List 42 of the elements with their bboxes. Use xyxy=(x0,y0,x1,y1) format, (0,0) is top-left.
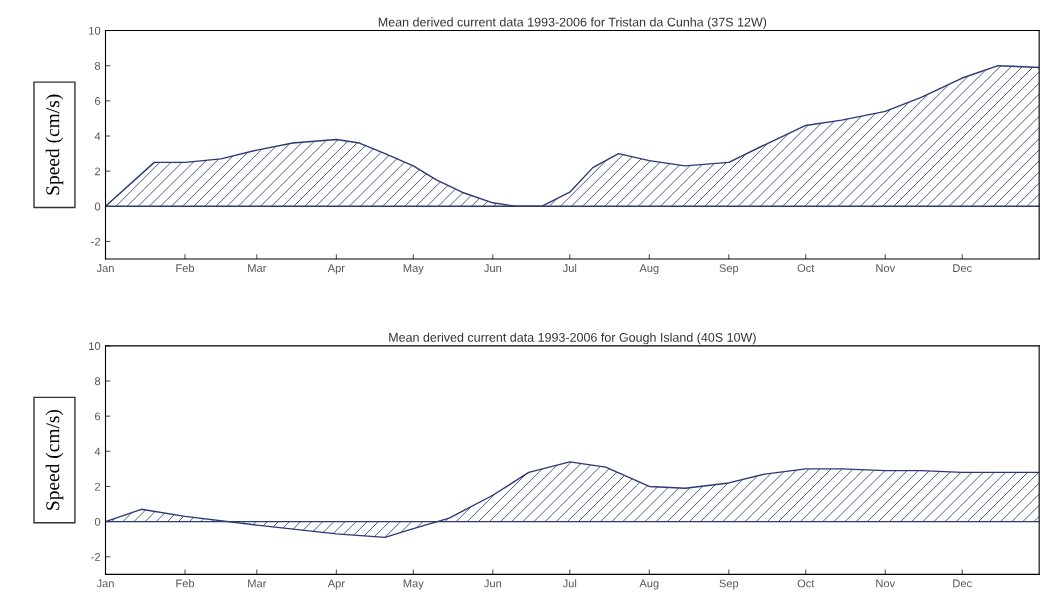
y-tick-label: 4 xyxy=(94,132,101,141)
x-tick-label: Sep xyxy=(719,579,739,590)
x-tick-label: Mar xyxy=(248,264,267,273)
x-tick-label: Nov xyxy=(876,264,896,273)
x-tick-label: Dec xyxy=(953,579,972,588)
y-tick-label: 6 xyxy=(95,412,101,421)
chart-title: Mean derived current data 1993-2006 for Tristan da Cunha (37S 12W) xyxy=(378,17,767,29)
x-tick-label: Jul xyxy=(562,263,577,273)
y-tick-label: 10 xyxy=(89,26,101,35)
x-tick-label: Jan xyxy=(96,579,114,588)
x-tick-label: Feb xyxy=(176,263,195,273)
chart-title: Mean derived current data 1993-2006 for Gough Island (40S 10W) xyxy=(389,332,756,345)
y-axis-title: Speed (cm/s) xyxy=(45,94,64,195)
x-tick-label: Jan xyxy=(96,264,114,273)
y-tick-label: -2 xyxy=(91,553,101,561)
x-tick-label: May xyxy=(403,264,424,275)
y-tick-label: 6 xyxy=(95,97,101,105)
x-tick-label: Sep xyxy=(719,264,739,275)
x-tick-label: Dec xyxy=(953,264,972,273)
x-tick-label: Mar xyxy=(248,579,267,588)
y-axis-title: Speed (cm/s) xyxy=(45,409,64,510)
x-tick-label: Oct xyxy=(797,264,815,273)
y-tick-label: 10 xyxy=(89,342,101,350)
x-tick-label: Feb xyxy=(176,579,195,588)
x-tick-label: Nov xyxy=(876,579,896,588)
x-tick-label: Jul xyxy=(562,579,577,588)
x-tick-label: Jun xyxy=(484,264,502,273)
x-tick-label: Aug xyxy=(639,264,659,275)
x-tick-label: Apr xyxy=(327,579,345,590)
y-tick-label: 4 xyxy=(94,447,101,456)
y-tick-label: 0 xyxy=(94,202,101,211)
x-tick-label: Apr xyxy=(327,264,345,275)
x-tick-label: Oct xyxy=(797,579,815,588)
y-tick-label: 0 xyxy=(94,517,101,526)
y-tick-label: 2 xyxy=(95,482,101,491)
x-tick-label: Aug xyxy=(639,579,659,590)
y-tick-label: 8 xyxy=(94,377,101,386)
y-tick-label: 2 xyxy=(95,167,101,176)
x-tick-label: Jun xyxy=(484,579,502,588)
x-tick-label: May xyxy=(403,579,424,590)
y-tick-label: 8 xyxy=(94,61,101,70)
y-tick-label: -2 xyxy=(91,237,101,246)
